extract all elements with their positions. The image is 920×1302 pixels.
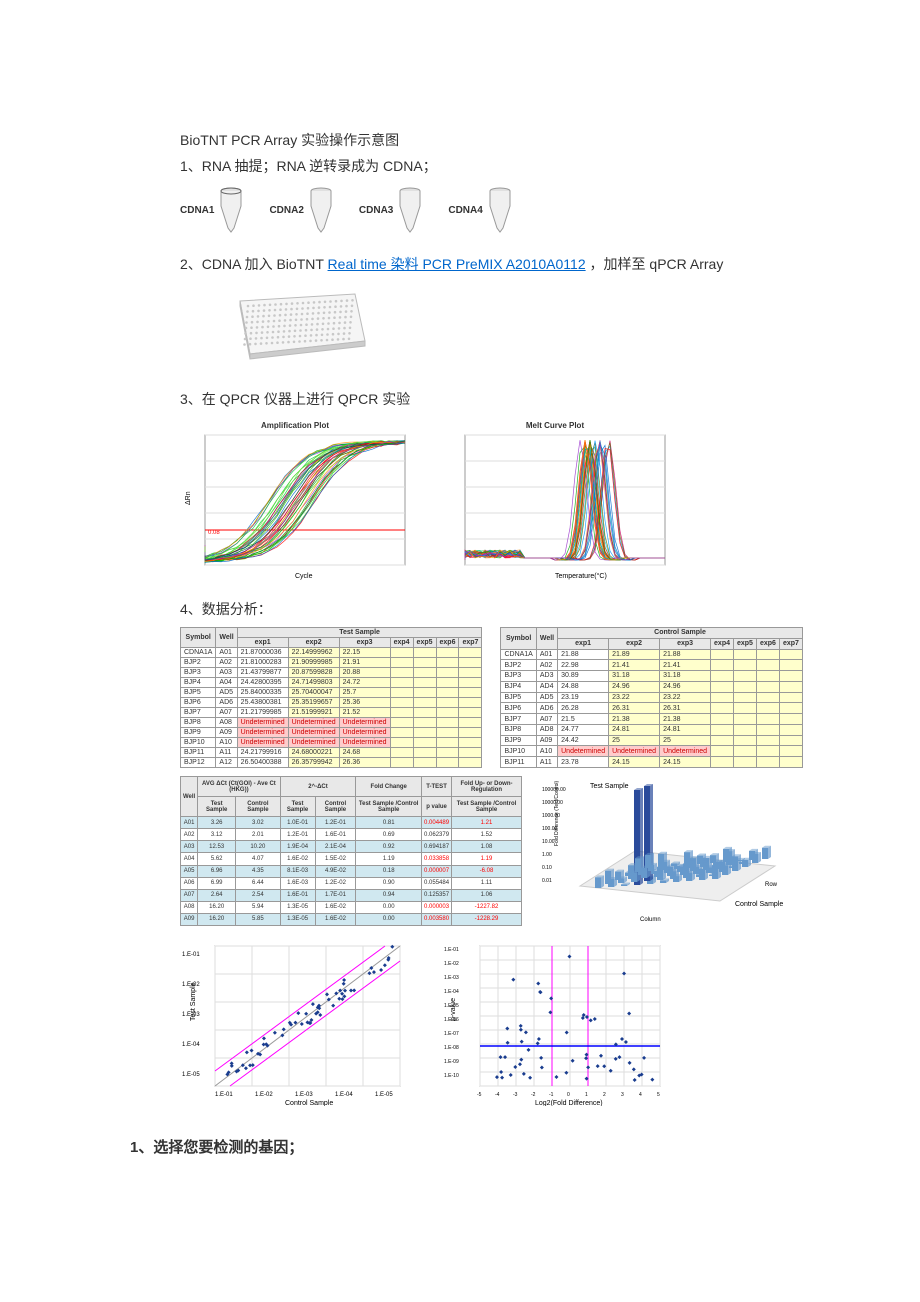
bold-step-1: 1、选择您要检测的基因；	[130, 1136, 790, 1157]
tube-4-icon	[487, 186, 513, 234]
stats-row: WellAVG ΔCt (Ct(GOI) - Ave Ct (HKG))2^-Δ…	[180, 776, 790, 926]
svg-text:0.01: 0.01	[542, 878, 552, 884]
svg-text:Column: Column	[640, 917, 661, 923]
plate-image	[230, 286, 790, 369]
step-2-suffix: ，加样至 qPCR Array	[586, 256, 724, 272]
page-title: BioTNT PCR Array 实验操作示意图	[180, 130, 790, 150]
sample-tables-row: SymbolWellTest Sampleexp1exp2exp3exp4exp…	[180, 627, 790, 768]
svg-text:1.E-04: 1.E-04	[335, 1092, 353, 1098]
svg-text:5: 5	[657, 1092, 660, 1098]
svg-text:1.E-05: 1.E-05	[182, 1072, 200, 1078]
melt-curve-plot: Melt Curve Plot Temperature(°C)	[440, 421, 670, 581]
tube-1-label: CDNA1	[180, 205, 214, 216]
svg-text:0: 0	[567, 1092, 570, 1098]
svg-text:-4: -4	[495, 1092, 500, 1098]
svg-text:1.00: 1.00	[542, 852, 552, 858]
svg-text:0.10: 0.10	[542, 865, 552, 871]
svg-text:-5: -5	[477, 1092, 482, 1098]
bar3d-chart: Test SampleControl SampleColumnRow100000…	[540, 776, 790, 926]
svg-text:Temperature(°C): Temperature(°C)	[555, 572, 607, 580]
tube-4: CDNA4	[448, 186, 512, 234]
svg-text:p-value: p-value	[450, 998, 457, 1021]
svg-text:ΔRn: ΔRn	[185, 491, 192, 505]
svg-text:-3: -3	[513, 1092, 518, 1098]
svg-text:1.E-02: 1.E-02	[444, 961, 459, 967]
tube-1-icon	[218, 186, 244, 234]
svg-text:Log2(Fold Difference): Log2(Fold Difference)	[535, 1100, 603, 1106]
svg-text:1.E-03: 1.E-03	[444, 975, 459, 981]
volcano-plot: 1.E-011.E-021.E-031.E-041.E-051.E-061.E-…	[440, 936, 670, 1106]
step-4: 4、数据分析：	[180, 599, 790, 619]
scatter-correlation: 1.E-011.E-011.E-021.E-021.E-031.E-031.E-…	[180, 936, 410, 1106]
svg-text:-2: -2	[531, 1092, 536, 1098]
svg-text:1.E-02: 1.E-02	[255, 1092, 273, 1098]
tube-2-label: CDNA2	[269, 205, 303, 216]
svg-text:1.E-10: 1.E-10	[444, 1073, 459, 1079]
svg-text:4: 4	[639, 1092, 642, 1098]
svg-text:1.E-08: 1.E-08	[444, 1045, 459, 1051]
svg-text:3: 3	[621, 1092, 624, 1098]
svg-text:1.E-01: 1.E-01	[182, 952, 200, 958]
svg-text:1.E-09: 1.E-09	[444, 1059, 459, 1065]
svg-text:Control Sample: Control Sample	[735, 901, 783, 908]
svg-text:1: 1	[585, 1092, 588, 1098]
statistics-table: WellAVG ΔCt (Ct(GOI) - Ave Ct (HKG))2^-Δ…	[180, 776, 522, 926]
svg-text:1.E-04: 1.E-04	[444, 989, 459, 995]
amp-title: Amplification Plot	[180, 421, 410, 430]
step-3: 3、在 QPCR 仪器上进行 QPCR 实验	[180, 389, 790, 409]
svg-text:-1: -1	[549, 1092, 554, 1098]
svg-text:Fold Difference (Test/Control): Fold Difference (Test/Control)	[554, 780, 560, 846]
svg-text:Cycle: Cycle	[295, 573, 313, 580]
tubes-row: CDNA1 CDNA2 CDNA3 CDNA4	[180, 186, 790, 234]
svg-text:2: 2	[603, 1092, 606, 1098]
control-sample-table: SymbolWellControl Sampleexp1exp2exp3exp4…	[500, 627, 802, 768]
svg-text:1.E-01: 1.E-01	[444, 947, 459, 953]
tube-2-icon	[308, 186, 334, 234]
tube-2: CDNA2	[269, 186, 333, 234]
melt-title: Melt Curve Plot	[440, 421, 670, 430]
plate-icon	[230, 286, 370, 366]
tube-3-label: CDNA3	[359, 205, 393, 216]
step-1: 1、RNA 抽提；RNA 逆转录成为 CDNA；	[180, 156, 790, 176]
svg-text:Test Sample: Test Sample	[590, 783, 629, 790]
amplification-plot: Amplification Plot 0.08 ΔRn Cycle	[180, 421, 410, 581]
qpcr-charts-row: Amplification Plot 0.08 ΔRn Cycle Melt Cur…	[180, 421, 790, 581]
tube-3-icon	[397, 186, 423, 234]
svg-text:Test Sample: Test Sample	[190, 982, 197, 1021]
step-2-prefix: 2、CDNA 加入 BioTNT	[180, 256, 328, 272]
svg-text:1.E-05: 1.E-05	[375, 1092, 393, 1098]
svg-text:1.E-01: 1.E-01	[215, 1092, 233, 1098]
svg-text:1.E-07: 1.E-07	[444, 1031, 459, 1037]
svg-text:1.E-04: 1.E-04	[182, 1042, 200, 1048]
test-sample-table: SymbolWellTest Sampleexp1exp2exp3exp4exp…	[180, 627, 482, 768]
svg-text:Control Sample: Control Sample	[285, 1100, 333, 1106]
tube-1: CDNA1	[180, 186, 244, 234]
svg-text:0.08: 0.08	[208, 530, 220, 536]
premix-link[interactable]: Real time 染料 PCR PreMIX A2010A0112	[328, 256, 586, 272]
tube-4-label: CDNA4	[448, 205, 482, 216]
tube-3: CDNA3	[359, 186, 423, 234]
svg-text:Row: Row	[765, 882, 778, 888]
scatter-row: 1.E-01 1.E-01 1.E-02 1.E-02 1.E-03 1.E-03 1.E-…	[180, 936, 790, 1106]
svg-text:1.E-03: 1.E-03	[295, 1092, 313, 1098]
step-2: 2、CDNA 加入 BioTNT Real time 染料 PCR PreMIX…	[180, 254, 790, 274]
svg-text:10.00: 10.00	[542, 839, 555, 845]
